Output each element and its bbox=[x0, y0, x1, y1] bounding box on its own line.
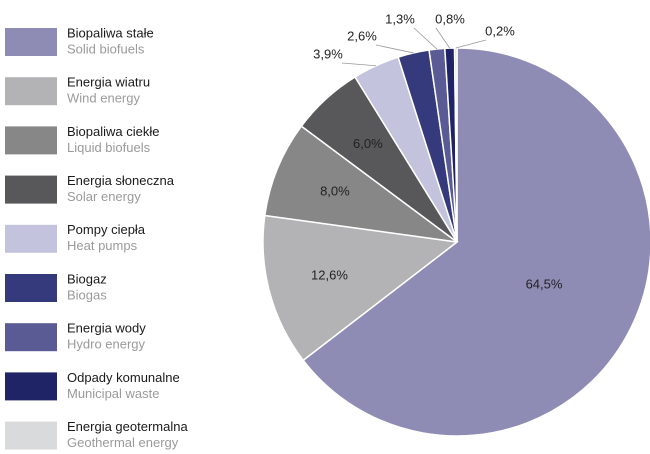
data-label: 12,6% bbox=[311, 267, 348, 282]
legend-label: Odpady komunalne bbox=[67, 370, 180, 385]
legend-label: Energia wody bbox=[67, 321, 146, 336]
legend-swatch bbox=[5, 126, 57, 155]
legend-swatch bbox=[5, 77, 57, 106]
data-label: 0,2% bbox=[485, 23, 515, 38]
legend-swatch bbox=[5, 224, 57, 253]
data-label: 6,0% bbox=[353, 136, 383, 151]
data-label: 8,0% bbox=[320, 183, 350, 198]
legend-swatch bbox=[5, 421, 57, 450]
legend-label-en: Wind energy bbox=[67, 91, 140, 106]
data-label: 2,6% bbox=[347, 28, 377, 43]
legend-label-en: Liquid biofuels bbox=[67, 140, 151, 155]
leader-line bbox=[455, 39, 487, 49]
legend-label: Biopaliwa ciekłe bbox=[67, 124, 160, 139]
legend-swatch bbox=[5, 28, 57, 56]
data-label: 64,5% bbox=[526, 276, 563, 291]
legend-label-en: Hydro energy bbox=[67, 337, 146, 352]
leader-line bbox=[341, 62, 377, 67]
legend-label: Pompy ciepła bbox=[67, 222, 146, 237]
data-label: 1,3% bbox=[385, 11, 415, 26]
legend-label: Biogaz bbox=[67, 271, 107, 286]
legend-swatch bbox=[5, 274, 57, 302]
pie-slice bbox=[263, 125, 458, 243]
legend-swatch bbox=[5, 175, 57, 204]
leader-line bbox=[375, 44, 414, 54]
legend-label-en: Solid biofuels bbox=[67, 41, 145, 56]
legend-swatch bbox=[5, 323, 57, 352]
leader-line bbox=[413, 27, 438, 50]
pie-slice bbox=[302, 47, 650, 437]
legend-label-en: Geothermal energy bbox=[67, 435, 179, 450]
legend-label-en: Biogas bbox=[67, 287, 107, 302]
legend-label: Energia słoneczna bbox=[67, 173, 175, 188]
legend-label: Biopaliwa stałe bbox=[67, 25, 154, 40]
legend-swatch bbox=[5, 372, 57, 401]
legend-label-en: Municipal waste bbox=[67, 386, 160, 401]
data-label: 3,9% bbox=[313, 46, 343, 61]
data-label: 0,8% bbox=[435, 11, 465, 26]
leader-line bbox=[435, 27, 451, 49]
pie-slice bbox=[262, 214, 459, 362]
legend-label: Energia wiatru bbox=[67, 75, 150, 90]
legend-label-en: Solar energy bbox=[67, 189, 141, 204]
legend-label-en: Heat pumps bbox=[67, 238, 138, 253]
legend-label: Energia geotermalna bbox=[67, 419, 188, 434]
